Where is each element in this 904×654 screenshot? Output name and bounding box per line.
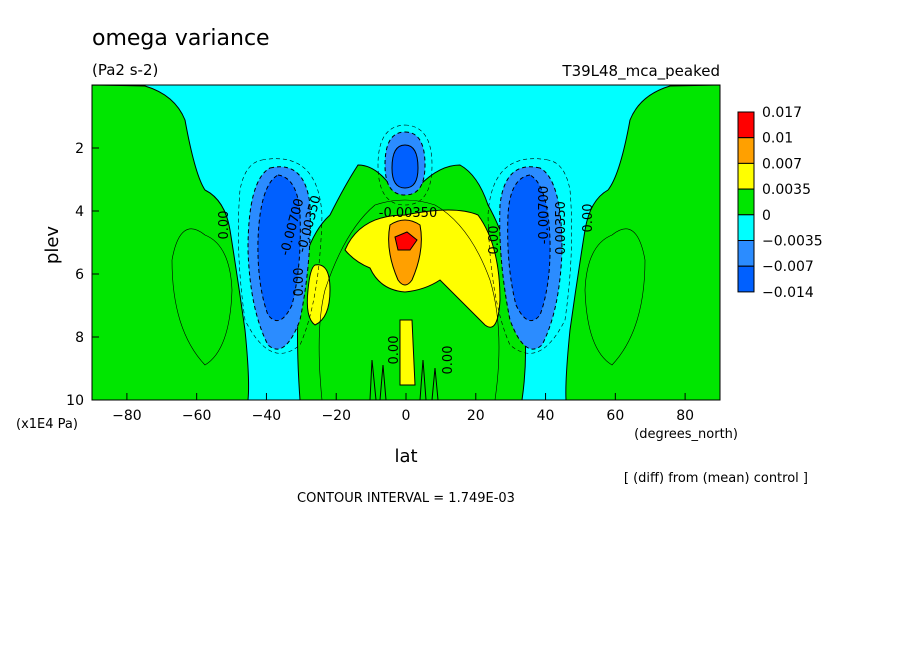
colorbar-label: 0.007 <box>762 156 802 172</box>
y-axis: 2 4 6 8 10 <box>66 141 99 409</box>
contour-thin-right <box>584 228 646 366</box>
chart-units: (Pa2 s-2) <box>92 61 158 79</box>
band-yellow-center <box>344 209 501 328</box>
colorbar-swatch <box>737 111 755 139</box>
colorbar: 0.017 0.01 0.007 0.0035 0 −0.0035 −0.007 −0.014 <box>737 105 823 301</box>
y-tick-label: 10 <box>66 393 84 409</box>
band-green-right <box>565 85 720 400</box>
contour-label: -0.00350 <box>379 206 437 221</box>
contour-label: 0.00350 <box>554 201 569 255</box>
x-tick-label: −60 <box>182 408 212 424</box>
band-blue-top-center-inner <box>391 144 419 189</box>
x-tick-label: −80 <box>112 408 142 424</box>
band-blue-right-inner <box>507 174 551 322</box>
y-tick-label: 8 <box>75 330 84 346</box>
contour-label: 0.00 <box>217 211 232 240</box>
x-tick-label: 40 <box>537 408 555 424</box>
contour-label: 0.00 <box>441 346 456 375</box>
x-axis-title: lat <box>394 446 417 467</box>
colorbar-swatch <box>737 240 755 267</box>
x-tick-label: −40 <box>252 408 282 424</box>
band-yellow-left <box>306 264 331 326</box>
contour-interval: CONTOUR INTERVAL = 1.749E-03 <box>297 491 515 506</box>
y-tick-label: 6 <box>75 267 84 283</box>
colorbar-swatch <box>737 137 755 164</box>
x-tick-label: 20 <box>467 408 485 424</box>
colorbar-swatch <box>737 162 755 190</box>
band-yellow-low <box>399 319 416 386</box>
band-green-bottom-spikes <box>369 359 439 400</box>
contour-thin-center <box>318 199 500 400</box>
chart-title: omega variance <box>92 26 270 51</box>
contour-label: 0.00 <box>487 226 502 255</box>
colorbar-label: −0.0035 <box>762 234 823 250</box>
contour-dash-top <box>377 124 433 206</box>
colorbar-label: 0.0035 <box>762 182 811 198</box>
run-name: T39L48_mca_peaked <box>561 62 720 81</box>
y-tick-label: 4 <box>75 204 84 220</box>
y-tick-label: 2 <box>75 141 84 157</box>
contour-label: 0.00 <box>581 204 596 233</box>
x-tick-label: −20 <box>321 408 351 424</box>
contour-label: 0.00 <box>292 268 307 297</box>
band-blue-left-inner <box>257 174 301 322</box>
contour-dash-left <box>238 158 323 354</box>
contour-thin-left <box>171 228 233 366</box>
colorbar-label: 0.01 <box>762 131 793 147</box>
x-tick-label: 80 <box>676 408 694 424</box>
contour-field <box>92 85 720 400</box>
band-red <box>394 231 418 251</box>
contour-dash-right <box>487 158 572 354</box>
contour-label: 0.00 <box>387 336 402 365</box>
colorbar-label: −0.007 <box>762 259 814 275</box>
colorbar-swatch <box>737 188 755 216</box>
x-axis-units: (degrees_north) <box>634 427 738 442</box>
y-axis-units: (x1E4 Pa) <box>16 417 78 432</box>
colorbar-label: 0.017 <box>762 105 802 121</box>
y-axis-title: plev <box>42 226 63 265</box>
band-green-left <box>92 85 250 400</box>
colorbar-label: −0.014 <box>762 285 814 301</box>
diff-note: [ (diff) from (mean) control ] <box>624 471 808 486</box>
x-axis: −80 −60 −40 −20 0 20 40 60 80 <box>112 393 694 424</box>
colorbar-label: 0 <box>762 208 771 224</box>
contour-label: -0.00700 <box>537 186 552 244</box>
colorbar-swatch <box>737 214 755 242</box>
x-tick-label: 0 <box>402 408 411 424</box>
x-tick-label: 60 <box>606 408 624 424</box>
colorbar-swatch <box>737 265 755 293</box>
